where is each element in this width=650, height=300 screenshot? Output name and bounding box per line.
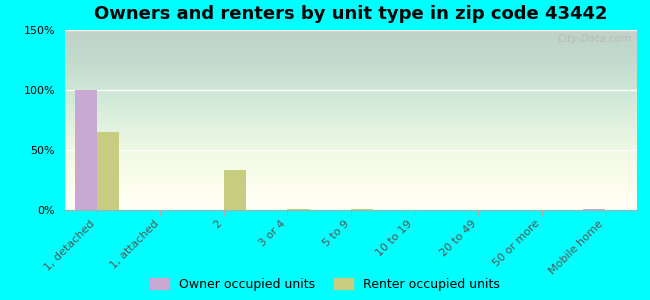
Bar	[583, 209, 605, 210]
Bar	[224, 170, 246, 210]
Bar	[97, 132, 119, 210]
Title: Owners and renters by unit type in zip code 43442: Owners and renters by unit type in zip c…	[94, 5, 608, 23]
Bar	[351, 209, 373, 210]
Bar	[287, 209, 309, 210]
Text: City-Data.com: City-Data.com	[557, 34, 631, 44]
Bar	[75, 90, 97, 210]
Legend: Owner occupied units, Renter occupied units: Owner occupied units, Renter occupied un…	[150, 278, 500, 291]
